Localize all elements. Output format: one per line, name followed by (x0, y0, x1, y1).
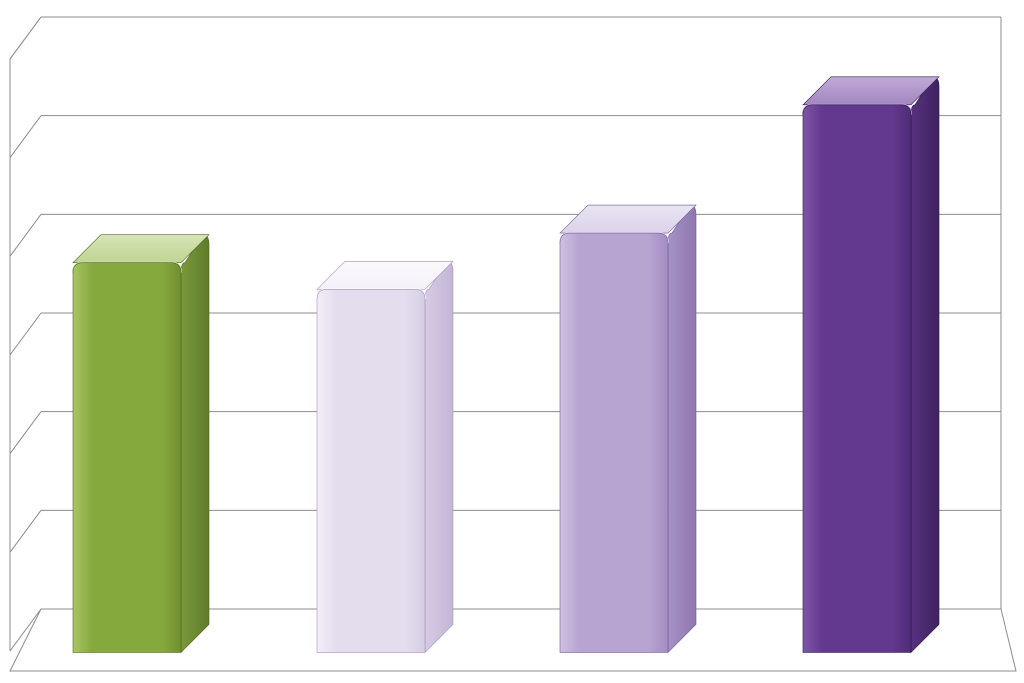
bar-chart-3d (0, 0, 1024, 683)
chart-floor (10, 609, 1016, 671)
bars-layer (0, 0, 1024, 683)
bar-3 (560, 205, 696, 652)
bar-4 (803, 77, 939, 653)
chart-frame (0, 0, 1024, 683)
bar-1 (73, 235, 209, 653)
bar-2 (317, 261, 453, 652)
